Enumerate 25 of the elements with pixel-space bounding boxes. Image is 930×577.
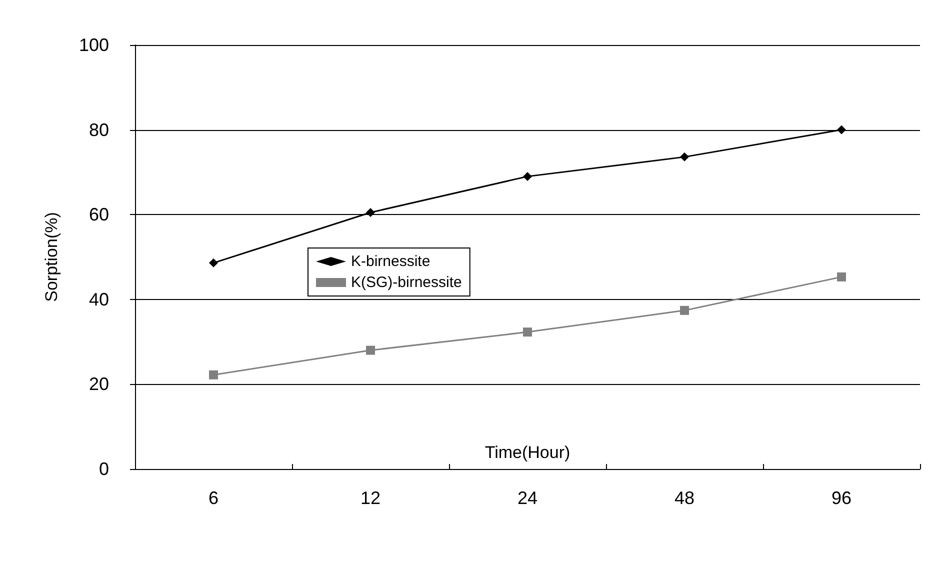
point bbox=[837, 125, 846, 134]
x-tick-label: 24 bbox=[517, 488, 538, 508]
y-axis-title: Sorption(%) bbox=[42, 212, 61, 302]
legend-label: K-birnessite bbox=[351, 253, 430, 270]
point bbox=[837, 272, 846, 282]
point bbox=[680, 306, 689, 315]
point bbox=[209, 370, 218, 380]
point bbox=[366, 346, 375, 355]
point bbox=[523, 172, 532, 181]
point bbox=[523, 328, 532, 337]
y-tick-label: 60 bbox=[88, 204, 109, 225]
point bbox=[680, 152, 689, 162]
x-axis-title: Time(Hour) bbox=[484, 443, 570, 462]
y-tick-label: 20 bbox=[88, 374, 109, 394]
x-tick-label: 48 bbox=[674, 488, 695, 508]
legend-label: K(SG)-birnessite bbox=[351, 274, 462, 291]
point bbox=[366, 208, 375, 217]
y-tick-label: 40 bbox=[88, 289, 109, 310]
x-tick-label: 96 bbox=[831, 488, 852, 508]
point bbox=[209, 258, 218, 268]
x-tick-label: 6 bbox=[208, 488, 219, 508]
y-tick-label: 0 bbox=[98, 459, 109, 479]
y-tick-label: 100 bbox=[78, 35, 109, 55]
y-tick-label: 80 bbox=[88, 120, 109, 140]
x-tick-label: 12 bbox=[360, 488, 381, 508]
